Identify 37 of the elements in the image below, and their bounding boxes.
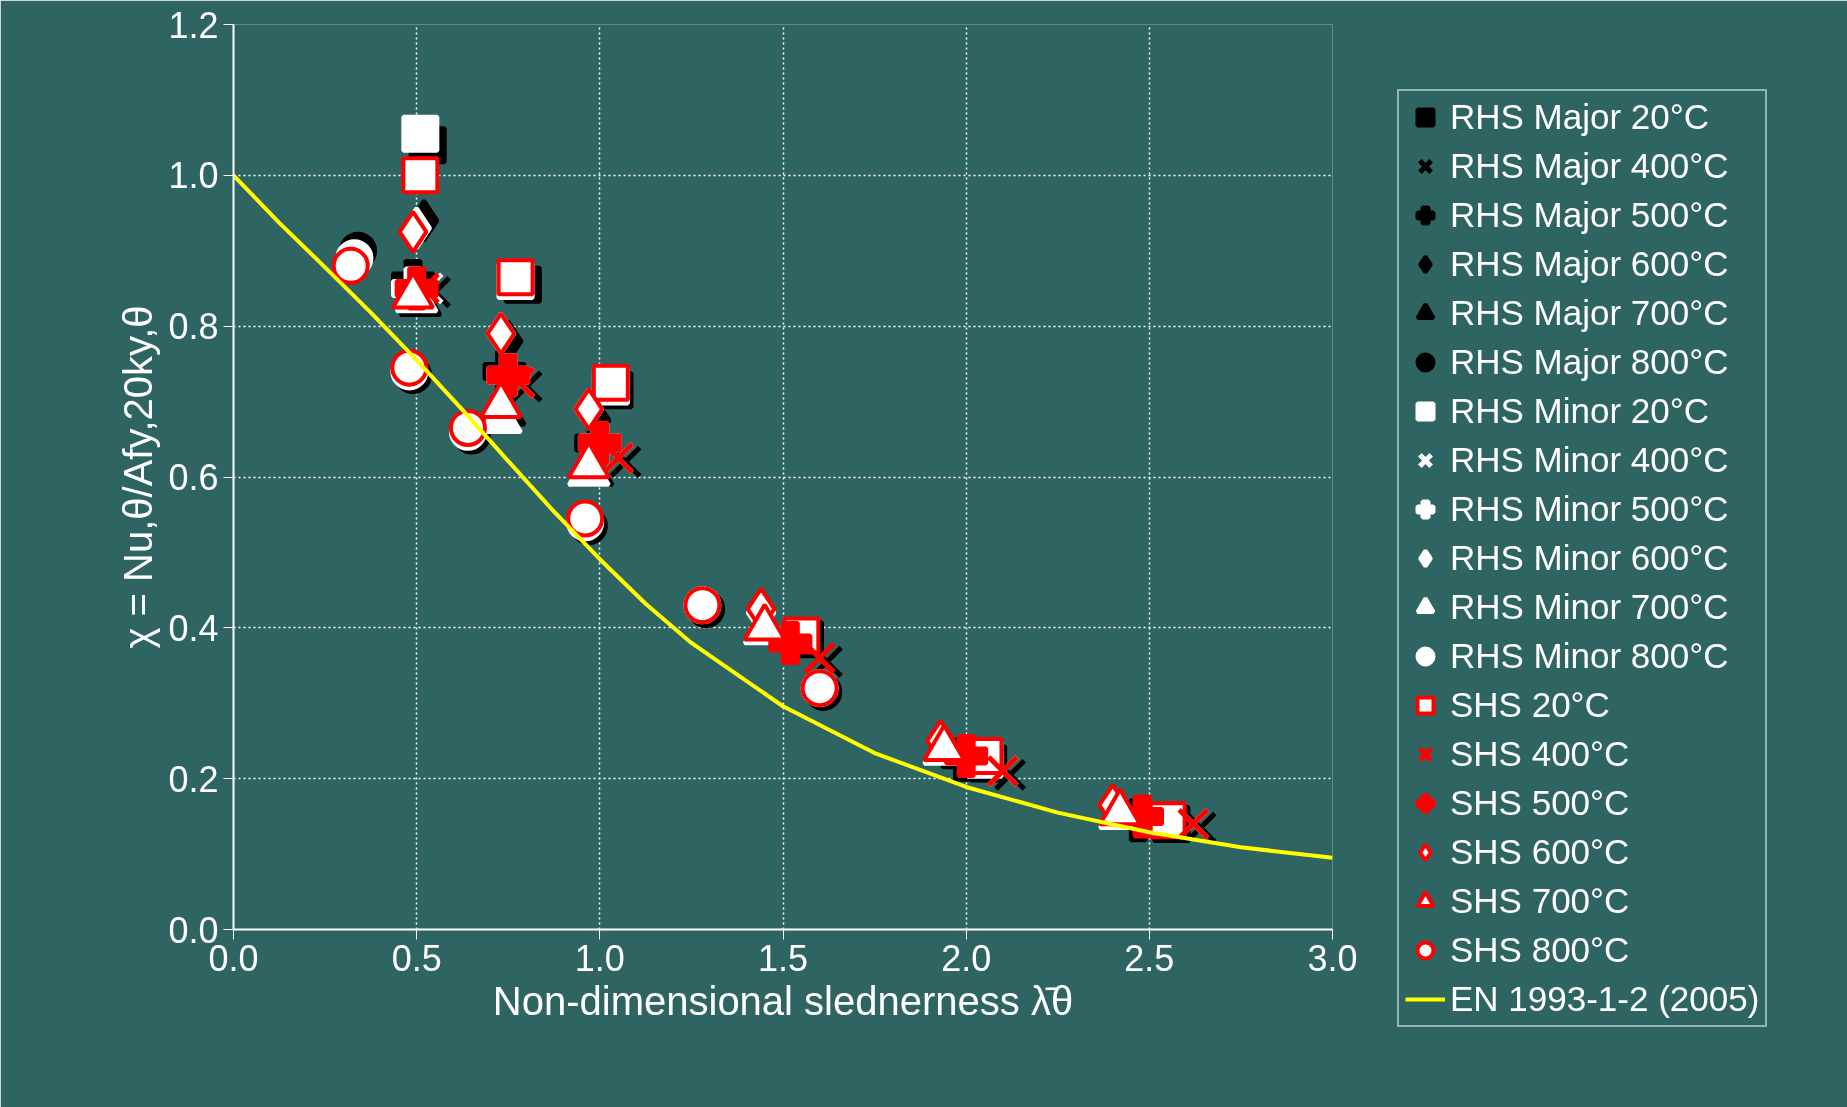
y-axis-title: χ = Nu,θ/Afy,20ky,θ [116,305,161,649]
y-tick-label: 0.4 [168,607,219,649]
x-tick-label: 1.5 [757,937,809,979]
point [331,246,370,285]
x-tick-label: 0.5 [391,937,442,979]
legend-label: RHS Major 600°C [1450,244,1729,284]
x-tick-label: 1.0 [574,937,625,979]
y-tick-label: 0.8 [168,306,219,348]
legend-label: RHS Minor 600°C [1450,538,1729,578]
legend-label: SHS 20°C [1450,685,1610,725]
y-tick-label: 1.0 [168,155,219,197]
x-tick-label: 3.0 [1307,937,1358,979]
legend-label: RHS Major 20°C [1450,97,1710,137]
legend-label: RHS Minor 20°C [1450,391,1710,431]
legend-label: SHS 800°C [1450,930,1630,970]
x-axis-title: Non-dimensional slednerness λ̄θ [492,978,1074,1023]
line-series [233,173,1333,860]
legend-label: RHS Major 800°C [1450,342,1729,382]
y-tick-label: 1.2 [168,4,219,46]
legend-label: RHS Major 700°C [1450,293,1729,333]
x-tick-label: 2.5 [1124,937,1175,979]
legend-label: RHS Minor 400°C [1450,440,1729,480]
legend-label: SHS 600°C [1450,832,1630,872]
legend-label: EN 1993-1-2 (2005) [1450,979,1760,1019]
x-tick-label: 2.0 [941,937,992,979]
point [401,114,440,153]
legend-label: RHS Minor 500°C [1450,489,1729,529]
legend-label: SHS 700°C [1450,881,1630,921]
legend-label: RHS Major 500°C [1450,195,1729,235]
legend-label: SHS 400°C [1450,734,1630,774]
legend-label: RHS Minor 700°C [1450,587,1729,627]
legend-label: RHS Major 400°C [1450,146,1729,186]
y-tick-label: 0.6 [168,457,219,498]
y-tick-label: 0.2 [168,758,219,800]
point [401,156,440,195]
legend-label: RHS Minor 800°C [1450,636,1729,676]
legend-label: SHS 500°C [1450,783,1630,823]
